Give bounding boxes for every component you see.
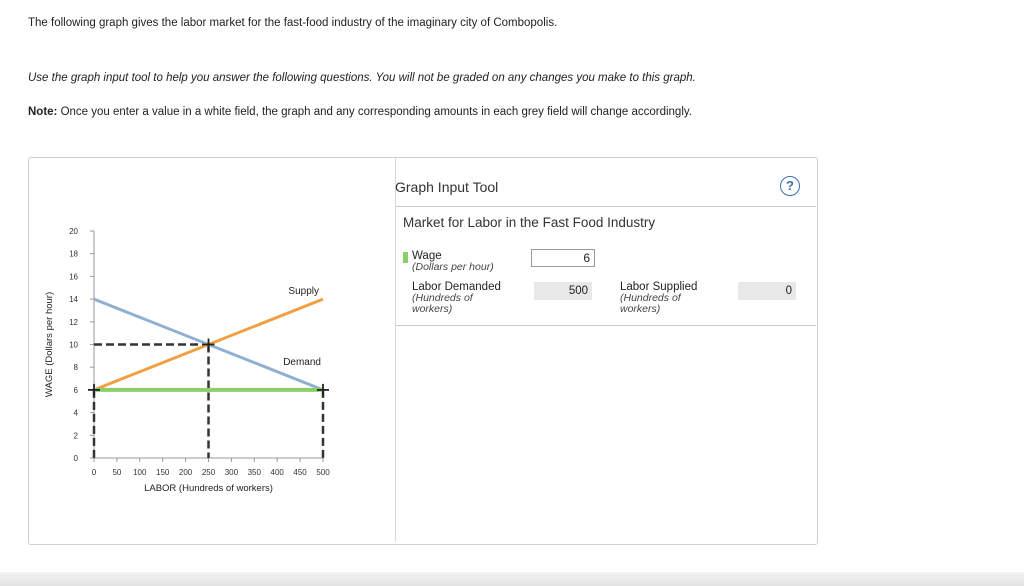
help-icon[interactable]: ?: [780, 176, 800, 196]
y-tick-label: 20: [69, 227, 78, 236]
supply-label: Supply: [288, 286, 319, 297]
y-tick-label: 6: [74, 386, 79, 395]
graph-panel: 0 2 4 6 8 10 12 14 16 18 20 0 50 100 150 200 250 300 350 40…: [28, 157, 818, 545]
x-tick-label: 500: [316, 468, 330, 477]
x-tick-label: 450: [293, 468, 307, 477]
x-tick-label: 100: [133, 468, 147, 477]
x-tick-label: 250: [202, 468, 216, 477]
y-tick-label: 14: [69, 295, 78, 304]
y-tick-label: 2: [74, 431, 79, 440]
note-body: Once you enter a value in a white field,…: [57, 106, 692, 118]
market-title: Market for Labor in the Fast Food Indust…: [403, 215, 656, 230]
labor-demanded-label: Labor Demanded: [412, 281, 501, 293]
labor-supplied-label-group: Labor Supplied (Hundreds of workers): [620, 281, 697, 315]
x-tick-label: 50: [112, 468, 121, 477]
labor-supplied-value: 0: [738, 282, 796, 300]
labor-demanded-unit-1: (Hundreds of: [412, 292, 473, 304]
note-label: Note:: [28, 106, 58, 118]
equilibrium-marker[interactable]: [202, 338, 215, 351]
wage-label: Wage: [412, 250, 442, 262]
x-tick-label: 150: [156, 468, 170, 477]
wage-line-right-handle[interactable]: [317, 383, 329, 396]
labor-demanded-unit-2: workers): [412, 303, 453, 315]
x-tick-label: 300: [225, 468, 239, 477]
market-input-box: [395, 206, 816, 326]
wage-label-group: Wage (Dollars per hour): [412, 250, 494, 273]
graph-input-tool-title: Graph Input Tool: [395, 179, 499, 195]
y-axis-label: WAGE (Dollars per hour): [44, 292, 55, 397]
labor-demanded-value: 500: [534, 282, 592, 300]
y-tick-label: 12: [69, 318, 78, 327]
wage-unit: (Dollars per hour): [412, 261, 494, 273]
y-tick-label: 8: [74, 363, 79, 372]
demand-label: Demand: [283, 357, 321, 368]
labor-supplied-unit-2: workers): [620, 303, 661, 315]
y-tick-label: 10: [69, 341, 78, 350]
graph-area: 0 2 4 6 8 10 12 14 16 18 20 0 50 100 150 200 250 300 350 40…: [29, 158, 395, 542]
labor-supplied-unit-1: (Hundreds of: [620, 292, 681, 304]
y-tick-label: 18: [69, 250, 78, 259]
y-tick-label: 0: [74, 454, 79, 463]
panel-divider: [395, 158, 396, 542]
intro-text: The following graph gives the labor mark…: [28, 17, 558, 29]
x-axis-label: LABOR (Hundreds of workers): [144, 483, 273, 494]
bottom-bar: [0, 572, 1024, 586]
x-tick-label: 200: [179, 468, 193, 477]
labor-demanded-label-group: Labor Demanded (Hundreds of workers): [412, 281, 501, 315]
x-tick-label: 350: [248, 468, 262, 477]
y-tick-label: 4: [74, 409, 79, 418]
wage-input[interactable]: [531, 249, 595, 267]
x-tick-label: 0: [92, 468, 97, 477]
instruction-text: Use the graph input tool to help you ans…: [28, 72, 696, 84]
x-tick-label: 400: [271, 468, 285, 477]
wage-legend-swatch: [403, 252, 408, 263]
wage-line-left-handle[interactable]: [88, 383, 100, 396]
note-text: Note: Once you enter a value in a white …: [28, 106, 692, 118]
y-tick-label: 16: [69, 272, 78, 281]
labor-supplied-label: Labor Supplied: [620, 281, 698, 293]
